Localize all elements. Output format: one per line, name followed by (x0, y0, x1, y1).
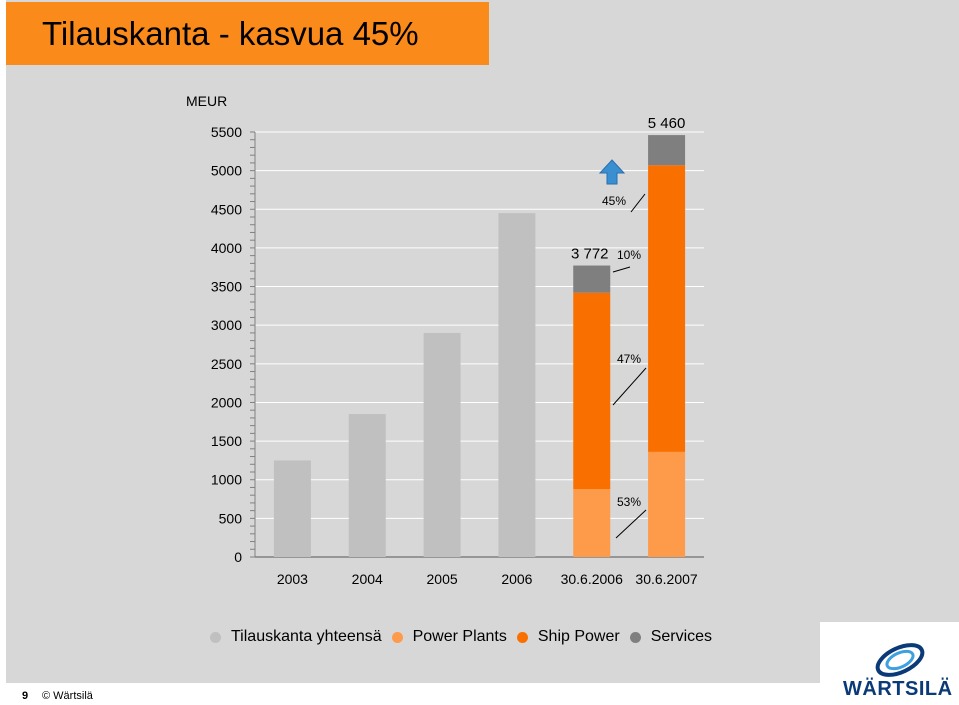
unit-label: MEUR (186, 93, 227, 109)
bar-ship-power-30-6-2006 (573, 292, 611, 489)
y-tick-label: 500 (219, 510, 243, 526)
logo-emblem-icon (875, 643, 925, 677)
data-label: 5 460 (648, 115, 686, 132)
bar-tilauskanta-yhteens-2006 (498, 213, 536, 558)
bar-services-30-6-2007 (648, 135, 686, 166)
annotation-arrow (615, 509, 647, 539)
annotation-label: 47% (617, 352, 641, 366)
x-tick-label: 30.6.2007 (635, 571, 697, 587)
bar-power-plants-30-6-2006 (573, 489, 611, 557)
slide-title: Tilauskanta - kasvua 45% (42, 15, 419, 52)
y-tick-label: 0 (234, 549, 242, 565)
bars (273, 135, 686, 558)
y-tick-label: 1500 (211, 433, 242, 449)
title-bar: Tilauskanta - kasvua 45% (6, 2, 489, 65)
y-tick-label: 5000 (211, 163, 242, 179)
y-tick-label: 4000 (211, 240, 242, 256)
y-tick-label: 2500 (211, 356, 242, 372)
legend-item-tilauskanta-yhteens: Tilauskanta yhteensä (210, 628, 382, 646)
legend-label: Ship Power (537, 628, 620, 645)
growth-up-arrow-icon (598, 159, 626, 185)
y-tick-label: 2000 (211, 394, 242, 410)
wartsila-logo: WÄRTSILÄ (820, 622, 959, 705)
gridlines (255, 131, 704, 519)
legend-marker (210, 631, 221, 643)
legend-item-power-plants: Power Plants (391, 628, 507, 646)
legend-item-ship-power: Ship Power (516, 628, 620, 646)
copyright-text: © Wärtsilä (42, 690, 93, 702)
annotation-label: 45% (602, 194, 626, 208)
logo-wordmark: WÄRTSILÄ (843, 678, 953, 700)
annotation-arrow (612, 266, 631, 273)
labels: 0 500 1000 1500 2000 2500 3000 3500 4000 4500 5000… (211, 115, 698, 587)
annotations: 45% 10% 47% 53% (598, 159, 647, 539)
legend-marker (391, 631, 403, 643)
x-tick-label: 2003 (277, 571, 308, 587)
legend-marker (629, 631, 641, 643)
annotation-label: 53% (617, 495, 641, 509)
legend: Tilauskanta yhteensä Power Plants Ship Pow… (210, 628, 722, 646)
x-tick-label: 2005 (427, 571, 458, 587)
bar-tilauskanta-yhteens-2003 (273, 460, 311, 557)
slide-background (6, 0, 959, 683)
y-tick-label: 4500 (211, 201, 242, 217)
bar-tilauskanta-yhteens-2005 (423, 332, 461, 557)
bar-power-plants-30-6-2007 (648, 451, 686, 557)
annotation-arrow (630, 193, 646, 213)
x-tick-label: 2004 (352, 571, 383, 587)
legend-marker (516, 631, 528, 643)
legend-label: Services (650, 628, 713, 645)
legend-item-services: Services (629, 628, 713, 646)
bar-services-30-6-2006 (573, 265, 611, 293)
x-tick-label: 30.6.2006 (561, 571, 623, 587)
y-tick-label: 5500 (211, 124, 242, 140)
legend-label: Power Plants (412, 628, 507, 645)
y-tick-label: 1000 (211, 472, 242, 488)
y-tick-label: 3500 (211, 279, 242, 295)
legend-label: Tilauskanta yhteensä (231, 628, 382, 645)
data-label: 3 772 (571, 246, 609, 263)
bar-tilauskanta-yhteens-2004 (348, 414, 386, 557)
annotation-label: 10% (617, 248, 641, 262)
bar-ship-power-30-6-2007 (648, 165, 686, 452)
axes (250, 131, 704, 558)
y-tick-label: 3000 (211, 317, 242, 333)
page-number: 9 (22, 690, 29, 702)
annotation-arrow (612, 367, 647, 406)
x-tick-label: 2006 (501, 571, 532, 587)
